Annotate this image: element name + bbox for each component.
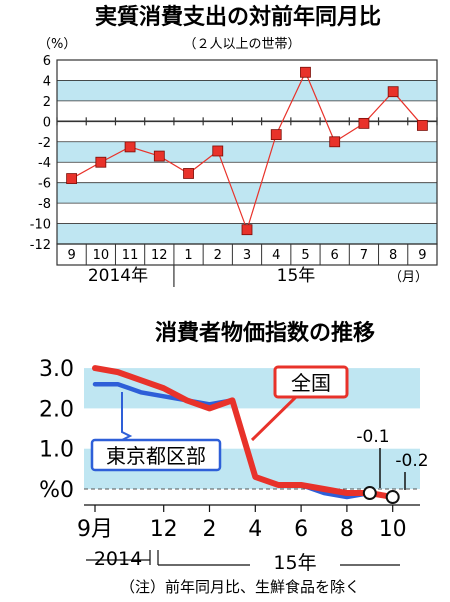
top-y-tick-label: -4 bbox=[38, 156, 51, 171]
top-chart: 実質消費支出の対前年同月比 （%） （２人以上の世帯） 6 4 2 0 -2 -4 -6 -8… bbox=[30, 4, 438, 287]
bottom-year-label-2014: 2014 bbox=[94, 548, 142, 570]
bottom-y-tick-label: %0 bbox=[39, 478, 74, 503]
top-data-point bbox=[95, 156, 107, 168]
top-y-tick-label: -10 bbox=[30, 218, 51, 233]
top-y-tick-label: 6 bbox=[43, 54, 51, 69]
bottom-endpoint-marker bbox=[362, 486, 377, 501]
top-data-point bbox=[329, 136, 341, 148]
top-chart-subtitle: （２人以上の世帯） bbox=[183, 37, 300, 52]
top-band-3 bbox=[57, 80, 437, 101]
top-chart-bands bbox=[57, 80, 437, 244]
top-band-1 bbox=[57, 182, 437, 204]
top-chart-grid bbox=[56, 59, 438, 287]
top-data-point bbox=[300, 66, 311, 78]
bottom-chart: 消費者物価指数の推移 3.0 2.0 1.0 %0 9月 12 2 4 6 8 10 全国 東京都… bbox=[39, 320, 429, 596]
top-x-category-label: 11 bbox=[122, 248, 139, 263]
top-x-category-label: 9 bbox=[67, 248, 75, 263]
top-x-category-label: 10 bbox=[93, 248, 110, 263]
bottom-y-tick-label: 1.0 bbox=[39, 438, 74, 463]
bottom-x-tick-label: 10 bbox=[379, 517, 407, 542]
top-month-unit: （月） bbox=[389, 270, 428, 285]
top-data-point bbox=[241, 224, 253, 236]
top-band-2 bbox=[57, 141, 437, 163]
bottom-chart-y-ticks: 3.0 2.0 1.0 %0 bbox=[39, 357, 74, 503]
top-chart-title: 実質消費支出の対前年同月比 bbox=[95, 4, 381, 30]
top-chart-x-categories: 9 10 11 12 1 2 3 4 5 6 7 8 9 bbox=[67, 248, 426, 263]
top-y-tick-label: -6 bbox=[38, 177, 51, 192]
top-x-category-label: 4 bbox=[272, 248, 280, 263]
bottom-chart-note: （注）前年同月比、生鮮食品を除く bbox=[120, 578, 360, 596]
top-chart-ylabel: （%） bbox=[38, 37, 76, 52]
bottom-year-markers bbox=[86, 550, 400, 566]
top-x-category-label: 3 bbox=[243, 248, 251, 263]
annotation-minus-0-1: -0.1 bbox=[356, 427, 389, 447]
bottom-year-label-15: 15年 bbox=[273, 552, 316, 574]
bottom-x-tick-label: 6 bbox=[294, 517, 308, 542]
top-y-tick-label: -8 bbox=[38, 197, 51, 212]
top-x-category-label: 8 bbox=[389, 248, 397, 263]
top-chart-series bbox=[66, 66, 428, 236]
top-y-tick-label: 4 bbox=[43, 74, 51, 89]
top-x-category-label: 1 bbox=[184, 248, 192, 263]
top-y-tick-label: -2 bbox=[38, 136, 51, 151]
top-x-category-label: 12 bbox=[151, 248, 168, 263]
bottom-y-tick-label: 3.0 bbox=[39, 357, 74, 382]
bottom-chart-series bbox=[92, 365, 400, 505]
bottom-series-zenkoku-line bbox=[92, 365, 396, 501]
top-year-label-2014: 2014年 bbox=[88, 266, 148, 286]
top-category-frame bbox=[56, 243, 438, 266]
top-x-category-label: 5 bbox=[301, 248, 309, 263]
top-data-point bbox=[124, 141, 136, 153]
top-y-tick-label: 0 bbox=[43, 115, 51, 130]
top-year-label-15: 15年 bbox=[277, 266, 316, 286]
top-data-point bbox=[387, 86, 399, 98]
bottom-band-1 bbox=[84, 368, 420, 409]
top-chart-y-ticks: 6 4 2 0 -2 -4 -6 -8 -10 -12 bbox=[30, 54, 51, 253]
legend-zenkoku: 全国 bbox=[250, 365, 349, 442]
top-data-point bbox=[212, 145, 224, 157]
top-x-category-label: 7 bbox=[360, 248, 368, 263]
bottom-chart-x-ticks: 9月 12 2 4 6 8 10 bbox=[77, 504, 420, 542]
legend-tokyo-label: 東京都区部 bbox=[106, 444, 206, 468]
top-y-tick-label: 2 bbox=[43, 95, 51, 110]
top-data-point bbox=[416, 120, 428, 131]
bottom-x-tick-label: 8 bbox=[340, 517, 354, 542]
top-x-category-label: 2 bbox=[214, 248, 222, 263]
bottom-chart-title: 消費者物価指数の推移 bbox=[155, 320, 375, 346]
top-data-point bbox=[270, 129, 282, 141]
top-data-point bbox=[358, 117, 370, 129]
bottom-endpoint-marker bbox=[385, 490, 400, 505]
top-x-category-label: 9 bbox=[418, 248, 426, 263]
bottom-y-tick-label: 2.0 bbox=[39, 397, 74, 422]
top-y-tick-label: -12 bbox=[30, 238, 51, 253]
bottom-x-tick-label: 2 bbox=[203, 517, 217, 542]
top-data-point bbox=[66, 173, 78, 184]
bottom-x-tick-label: 9月 bbox=[77, 517, 113, 542]
top-data-point bbox=[153, 150, 165, 162]
annotation-minus-0-2: -0.2 bbox=[395, 451, 428, 471]
top-x-category-label: 6 bbox=[331, 248, 339, 263]
top-data-point bbox=[183, 168, 194, 179]
legend-tokyo: 東京都区部 bbox=[90, 392, 222, 472]
bottom-x-tick-label: 12 bbox=[150, 517, 178, 542]
legend-zenkoku-label: 全国 bbox=[291, 371, 331, 395]
bottom-x-tick-label: 4 bbox=[248, 517, 262, 542]
